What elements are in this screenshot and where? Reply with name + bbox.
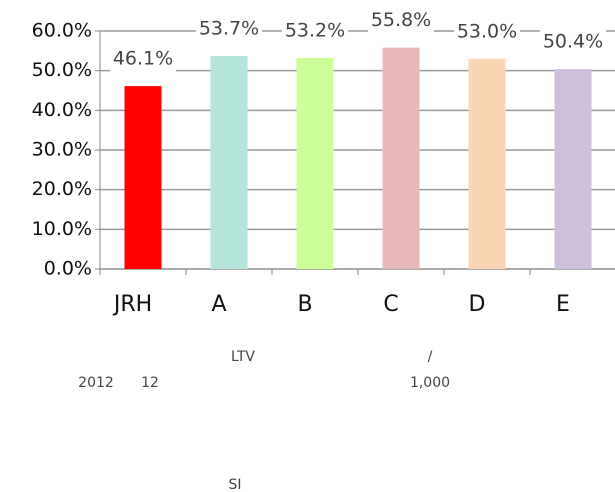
- bar: [554, 69, 592, 269]
- bar: [124, 86, 162, 270]
- value-label-bg: [540, 29, 606, 56]
- x-tick-label: D: [469, 292, 486, 317]
- note: 2012: [78, 375, 114, 391]
- value-label: 53.0%: [457, 20, 517, 42]
- value-label: 53.7%: [199, 17, 259, 39]
- note: 1,000: [410, 375, 450, 391]
- y-tick-label: 0.0%: [44, 258, 92, 280]
- y-tick-label: 30.0%: [32, 139, 92, 161]
- y-tick-label: 40.0%: [32, 99, 92, 121]
- note: LTV: [231, 349, 255, 365]
- bar: [296, 57, 334, 270]
- value-label: 46.1%: [113, 48, 173, 70]
- bar: [468, 58, 506, 270]
- value-label-bg: [110, 46, 176, 73]
- value-label: 55.8%: [371, 9, 431, 31]
- value-label: 53.2%: [285, 19, 345, 41]
- x-tick-label: B: [297, 292, 312, 317]
- bar: [382, 47, 420, 269]
- note: 12: [141, 375, 159, 391]
- value-label-bg: [368, 7, 434, 34]
- value-label-bg: [454, 18, 520, 45]
- note: /: [428, 349, 433, 365]
- bar: [210, 55, 248, 269]
- x-tick-label: A: [211, 292, 226, 317]
- y-tick-label: 20.0%: [32, 178, 92, 200]
- y-tick-label: 10.0%: [32, 218, 92, 240]
- value-label-bg: [282, 17, 348, 44]
- note: SI: [228, 477, 241, 492]
- y-tick-label: 50.0%: [32, 59, 92, 81]
- x-tick-label: C: [383, 292, 398, 317]
- value-label: 50.4%: [543, 31, 603, 53]
- x-tick-label: JRH: [112, 292, 152, 317]
- value-label-bg: [196, 15, 262, 42]
- x-tick-label: E: [556, 292, 570, 317]
- y-tick-label: 60.0%: [32, 20, 92, 42]
